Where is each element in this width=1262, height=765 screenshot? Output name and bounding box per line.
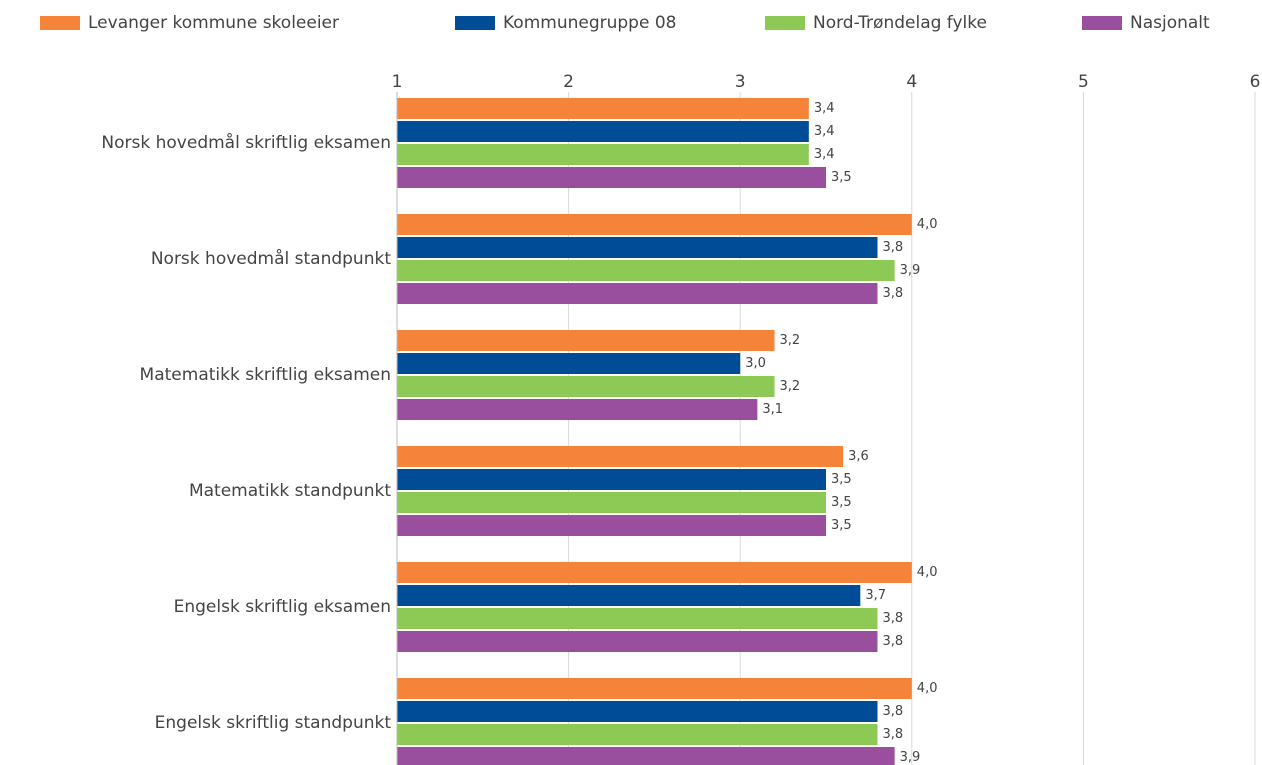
value-label: 3,4 [814, 124, 835, 139]
x-tick-label: 5 [1078, 72, 1089, 92]
legend-swatch [40, 16, 80, 30]
bar [397, 608, 878, 629]
bar [397, 515, 826, 536]
value-label: 3,9 [900, 263, 921, 278]
bar [397, 98, 809, 119]
value-label: 3,2 [780, 333, 801, 348]
bar [397, 144, 809, 165]
bar [397, 562, 912, 583]
legend-swatch [455, 16, 495, 30]
x-tick-label: 1 [392, 72, 403, 92]
value-label: 3,2 [780, 379, 801, 394]
legend-label: Nasjonalt [1130, 13, 1210, 33]
legend-label: Levanger kommune skoleeier [88, 13, 339, 33]
value-label: 3,5 [831, 495, 852, 510]
bar [397, 747, 895, 765]
category-label: Matematikk standpunkt [189, 481, 391, 501]
bar [397, 376, 775, 397]
bar [397, 724, 878, 745]
value-label: 3,8 [882, 704, 903, 719]
bar [397, 399, 758, 420]
bar [397, 283, 878, 304]
category-label: Norsk hovedmål skriftlig eksamen [101, 132, 391, 153]
value-label: 3,1 [762, 402, 783, 417]
bar [397, 260, 895, 281]
legend-swatch [1082, 16, 1122, 30]
legend-swatch [765, 16, 805, 30]
value-label: 3,4 [814, 147, 835, 162]
value-label: 3,0 [745, 356, 766, 371]
bar [397, 492, 826, 513]
category-label: Engelsk skriftlig standpunkt [155, 713, 392, 733]
value-label: 3,6 [848, 449, 869, 464]
bar [397, 167, 826, 188]
bar [397, 701, 878, 722]
value-label: 3,8 [882, 240, 903, 255]
bar [397, 330, 775, 351]
bar [397, 214, 912, 235]
value-label: 3,8 [882, 611, 903, 626]
value-label: 4,0 [917, 681, 938, 696]
bar [397, 121, 809, 142]
bar [397, 237, 878, 258]
bar [397, 469, 826, 490]
bar [397, 353, 741, 374]
value-label: 3,9 [900, 750, 921, 765]
legend-label: Nord-Trøndelag fylke [813, 13, 987, 33]
bar [397, 446, 844, 467]
category-label: Engelsk skriftlig eksamen [174, 597, 391, 617]
x-tick-label: 2 [563, 72, 574, 92]
bar [397, 585, 861, 606]
x-tick-label: 3 [735, 72, 746, 92]
value-label: 3,4 [814, 101, 835, 116]
value-label: 3,5 [831, 170, 852, 185]
value-label: 4,0 [917, 217, 938, 232]
bar [397, 678, 912, 699]
legend-label: Kommunegruppe 08 [503, 13, 676, 33]
bar [397, 631, 878, 652]
category-label: Norsk hovedmål standpunkt [151, 248, 391, 269]
value-label: 3,8 [882, 634, 903, 649]
value-label: 3,7 [865, 588, 886, 603]
category-label: Matematikk skriftlig eksamen [140, 365, 391, 385]
value-label: 3,5 [831, 472, 852, 487]
value-label: 3,8 [882, 727, 903, 742]
value-label: 3,8 [882, 286, 903, 301]
value-label: 4,0 [917, 565, 938, 580]
value-label: 3,5 [831, 518, 852, 533]
x-tick-label: 4 [906, 72, 917, 92]
x-tick-label: 6 [1250, 72, 1261, 92]
